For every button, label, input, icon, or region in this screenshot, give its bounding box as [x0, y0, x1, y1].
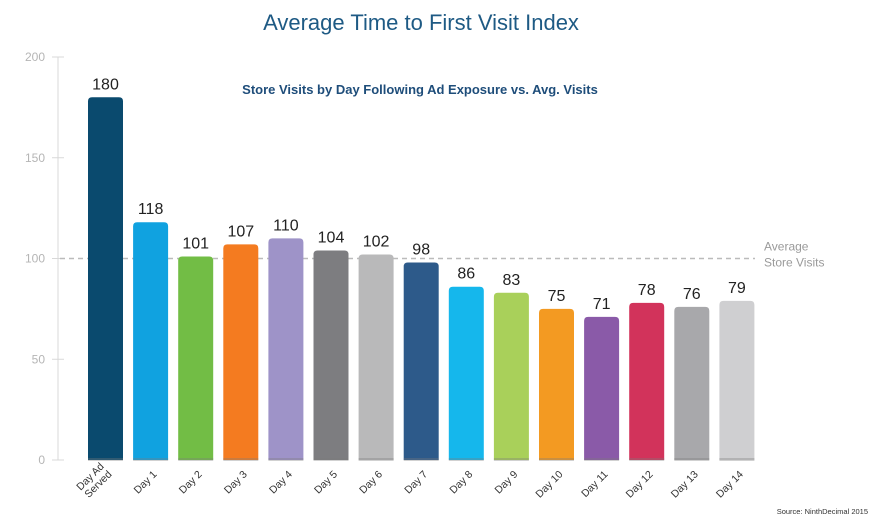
data-label: 86 [457, 266, 475, 283]
x-tick-label-line: Day 2 [177, 468, 205, 496]
data-label: 75 [548, 288, 566, 305]
x-tick-label-line: Day 4 [267, 468, 295, 496]
average-line-label: Average [764, 240, 809, 254]
bar [223, 244, 259, 460]
x-tick-label: Day 2 [177, 468, 205, 496]
x-tick-label-line: Day 10 [533, 468, 565, 500]
chart-subtitle: Store Visits by Day Following Ad Exposur… [242, 82, 598, 97]
value-labels: 180 118 101 107 110 104 102 98 86 83 75 71 78 76 79 [92, 76, 746, 313]
data-label: 102 [363, 233, 390, 250]
x-tick-label-line: Day 5 [312, 468, 340, 496]
bar-base [268, 458, 304, 461]
bar [539, 308, 574, 460]
source-note: Source: NinthDecimal 2015 [777, 507, 868, 516]
y-axis: 0 50 100 150 200 [25, 50, 64, 467]
data-label: 78 [638, 282, 656, 299]
x-tick-label: Day 4 [267, 468, 295, 496]
bar [178, 256, 214, 460]
x-tick-label: Day 9 [492, 468, 520, 496]
x-tick-label-line: Day 3 [222, 468, 250, 496]
bar [403, 262, 439, 460]
x-tick-label: Day 7 [402, 468, 430, 496]
data-label: 76 [683, 286, 701, 303]
average-reference-line: Average Store Visits [60, 240, 824, 270]
x-tick-label: Day 12 [624, 468, 656, 500]
x-tick-label-line: Day 1 [132, 468, 160, 496]
average-line-label: Store Visits [764, 256, 824, 270]
bar [629, 302, 665, 460]
data-label: 83 [503, 272, 521, 289]
bar-base [539, 458, 574, 461]
bar [88, 97, 123, 461]
bar-base [358, 458, 394, 461]
x-tick-label: Day 3 [222, 468, 250, 496]
x-tick-label: Day 8 [447, 468, 475, 496]
x-tick-label-line: Day 6 [357, 468, 385, 496]
data-label: 71 [593, 296, 611, 313]
y-tick-label: 0 [38, 453, 45, 467]
bar [584, 316, 620, 460]
bar [674, 306, 710, 460]
bar-base [313, 458, 349, 461]
y-tick-label: 100 [25, 252, 45, 266]
bars [88, 97, 755, 461]
data-label: 98 [412, 242, 430, 259]
x-tick-label-line: Day 13 [669, 468, 701, 500]
bar-base [584, 458, 620, 461]
bar [493, 292, 529, 460]
bar [313, 250, 349, 460]
x-tick-label-line: Day 11 [579, 468, 611, 500]
data-label: 101 [182, 235, 209, 252]
bar [133, 222, 169, 460]
chart-title: Average Time to First Visit Index [263, 10, 579, 35]
data-label: 118 [138, 201, 164, 218]
bar-base [178, 458, 214, 461]
bar-base [448, 458, 484, 461]
x-tick-label: Day 5 [312, 468, 340, 496]
bar-base [88, 458, 123, 461]
bar-base [629, 458, 665, 461]
bar-base [223, 458, 259, 461]
x-tick-label-line: Day 9 [492, 468, 520, 496]
x-tick-label: Day 10 [533, 468, 565, 500]
data-label: 110 [273, 217, 299, 234]
x-tick-label: Day 13 [669, 468, 701, 500]
x-tick-label-line: Day 8 [447, 468, 475, 496]
bar-base [719, 458, 755, 461]
bar [448, 286, 484, 460]
x-tick-label-line: Day 14 [714, 468, 746, 500]
bar-base [674, 458, 710, 461]
x-tick-label: Day 14 [714, 468, 746, 500]
data-label: 180 [92, 76, 119, 93]
x-tick-label: Day 6 [357, 468, 385, 496]
x-tick-label-line: Day 12 [624, 468, 656, 500]
y-tick-label: 200 [25, 50, 45, 64]
x-tick-label: Day 11 [579, 468, 611, 500]
data-label: 104 [318, 229, 345, 246]
y-tick-label: 50 [32, 352, 46, 366]
bar-base [403, 458, 439, 461]
bar [719, 300, 755, 460]
x-tick-label-line: Day 7 [402, 468, 430, 496]
bar [268, 238, 304, 460]
x-tick-label: Day 1 [132, 468, 160, 496]
bar [358, 254, 394, 460]
y-tick-label: 150 [25, 151, 45, 165]
data-label: 79 [728, 280, 746, 297]
bar-base [493, 458, 529, 461]
data-label: 107 [227, 223, 254, 240]
bar-base [133, 458, 169, 461]
